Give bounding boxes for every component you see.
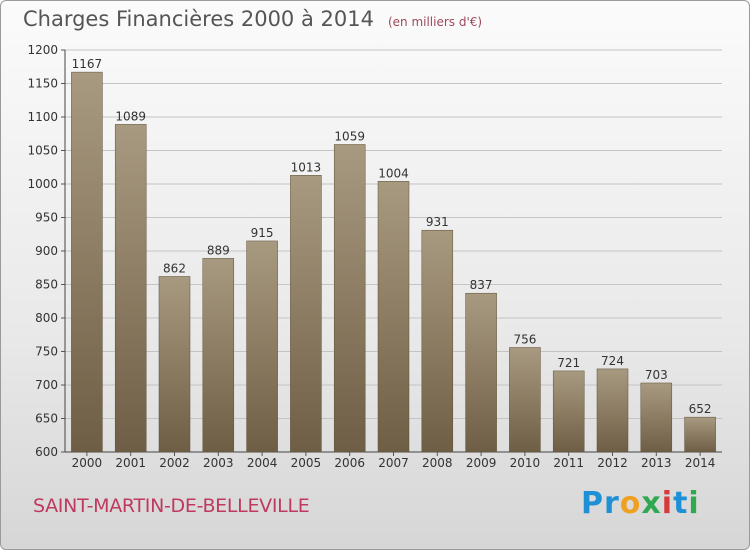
x-tick-label: 2007 <box>378 456 409 470</box>
y-tick-label: 800 <box>35 311 58 325</box>
bar-2014 <box>684 416 716 453</box>
data-label-2009: 837 <box>470 278 493 292</box>
bar-2009 <box>465 292 497 453</box>
data-label-2006: 1059 <box>334 129 365 143</box>
x-tick-label: 2002 <box>159 456 190 470</box>
x-tick-label: 2012 <box>597 456 628 470</box>
bar-2011 <box>552 370 585 453</box>
data-label-2010: 756 <box>513 332 536 346</box>
data-label-2013: 703 <box>645 368 668 382</box>
bars <box>71 71 716 453</box>
y-tick-label: 1000 <box>27 177 58 191</box>
x-tick-label: 2006 <box>334 456 365 470</box>
data-label-2000: 1167 <box>72 57 103 71</box>
logo-letter: x <box>641 486 662 521</box>
data-label-2007: 1004 <box>378 166 409 180</box>
y-tick-label: 1150 <box>27 77 58 91</box>
y-tick-label: 650 <box>35 412 58 426</box>
logo-letter: t <box>673 486 689 521</box>
y-tick-label: 600 <box>35 445 58 459</box>
y-tick-labels: 600 650 700 750 800 850 900 950 1000 1050 1100 1150… <box>27 43 58 459</box>
chart-subtitle: (en milliers d'€) <box>387 15 483 29</box>
proxiti-logo[interactable]: Proxiti <box>581 486 700 521</box>
commune-name: SAINT-MARTIN-DE-BELLEVILLE <box>33 495 310 517</box>
data-label-2008: 931 <box>426 215 449 229</box>
bar-2005 <box>290 175 322 453</box>
y-tick-label: 850 <box>35 278 58 292</box>
chart-title: Charges Financières 2000 à 2014 (en milli… <box>23 7 482 31</box>
data-label-2012: 724 <box>601 354 624 368</box>
data-label-2002: 862 <box>163 261 186 275</box>
chart-title-text: Charges Financières 2000 à 2014 <box>23 7 374 31</box>
x-tick-labels: 2000 2001 2002 2003 2004 2005 2006 2007 2008 2009… <box>72 452 716 470</box>
x-tick-label: 2005 <box>291 456 322 470</box>
bar-2004 <box>246 240 278 453</box>
bar-2003 <box>202 258 235 453</box>
logo-letter: r <box>604 486 620 521</box>
x-tick-label: 2000 <box>72 456 103 470</box>
logo-letter: P <box>581 486 604 521</box>
bar-2010 <box>509 347 541 453</box>
bar-2000 <box>71 71 103 453</box>
y-tick-label: 1050 <box>27 144 58 158</box>
bar-2006 <box>333 144 366 453</box>
y-tick-label: 950 <box>35 211 58 225</box>
x-tick-label: 2001 <box>115 456 146 470</box>
x-tick-label: 2010 <box>510 456 541 470</box>
y-tick-label: 1200 <box>27 43 58 57</box>
bar-2007 <box>377 181 410 453</box>
bar-2002 <box>158 276 191 453</box>
x-tick-label: 2011 <box>553 456 584 470</box>
data-label-2011: 721 <box>557 356 580 370</box>
y-tick-label: 900 <box>35 244 58 258</box>
x-tick-label: 2013 <box>641 456 672 470</box>
data-label-2014: 652 <box>689 402 712 416</box>
x-tick-label: 2014 <box>685 456 716 470</box>
y-tick-label: 1100 <box>27 110 58 124</box>
logo-letter: i <box>688 486 700 521</box>
bar-2013 <box>640 382 673 453</box>
data-label-2003: 889 <box>207 243 230 257</box>
x-tick-label: 2008 <box>422 456 453 470</box>
y-tick-label: 700 <box>35 378 58 392</box>
data-label-2001: 1089 <box>115 109 146 123</box>
y-tick-label: 750 <box>35 345 58 359</box>
bar-2001 <box>114 124 147 453</box>
bar-2008 <box>421 229 454 453</box>
logo-letter: o <box>619 486 642 521</box>
data-label-2005: 1013 <box>291 160 322 174</box>
x-tick-label: 2009 <box>466 456 497 470</box>
data-labels: 1167 1089 862 889 915 1013 1059 1004 931 837 756 72… <box>72 57 712 416</box>
logo-letter: i <box>661 486 674 521</box>
bar-2012 <box>596 368 629 453</box>
x-tick-label: 2003 <box>203 456 234 470</box>
x-tick-label: 2004 <box>247 456 278 470</box>
data-label-2004: 915 <box>251 226 274 240</box>
